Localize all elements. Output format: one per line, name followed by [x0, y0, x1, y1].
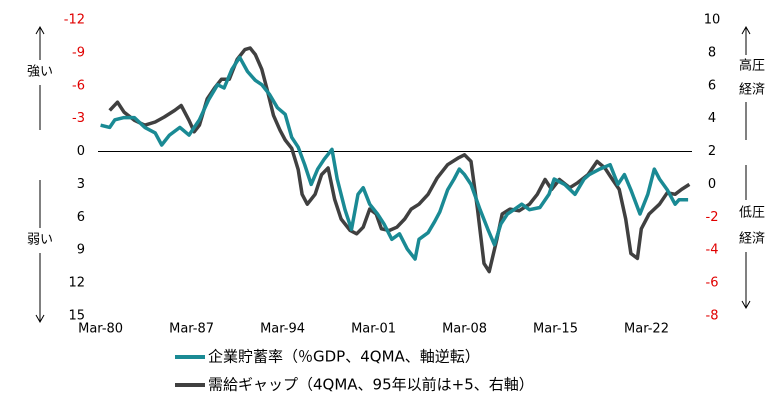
annotation: 高圧 — [739, 58, 765, 74]
y-tick-label: 6 — [77, 210, 85, 225]
y2-tick-label: -8 — [706, 309, 719, 324]
annotation: 経済 — [739, 82, 765, 98]
series-line — [108, 46, 691, 274]
y2-tick-label: 8 — [708, 45, 716, 60]
y-tick-label: 3 — [77, 177, 85, 192]
x-tick-label: Mar-87 — [169, 322, 214, 337]
x-tick-label: Mar-08 — [442, 322, 487, 337]
y-tick-label: 12 — [68, 276, 85, 291]
annotation: 経済 — [739, 231, 765, 247]
y-tick-label: -12 — [64, 13, 85, 28]
x-tick-label: Mar-01 — [351, 322, 396, 337]
legend-label: 企業貯蓄率（％GDP、4QMA、軸逆転） — [208, 348, 480, 366]
x-tick-label: Mar-80 — [78, 322, 123, 337]
y2-tick-label: -2 — [706, 210, 719, 225]
arrow-head — [35, 25, 45, 35]
y-tick-label: 9 — [77, 243, 85, 258]
arrow-head — [35, 314, 45, 324]
arrow-head — [741, 25, 751, 35]
legend-label: 需給ギャップ（4QMA、95年以前は+5、右軸） — [208, 376, 534, 394]
annotation-arrows — [35, 25, 751, 324]
y2-tick-label: 6 — [708, 78, 716, 93]
arrow-head — [741, 300, 751, 310]
y2-tick-label: 10 — [704, 13, 721, 28]
y2-tick-label: 4 — [708, 111, 716, 126]
annotation: 弱い — [27, 233, 53, 248]
x-tick-label: Mar-94 — [260, 322, 305, 337]
y-tick-label: -3 — [72, 111, 85, 126]
y2-tick-label: -4 — [706, 243, 719, 258]
y-tick-label: -6 — [72, 78, 85, 93]
series-line — [100, 55, 689, 261]
y-tick-label: 0 — [77, 144, 85, 159]
y2-tick-label: -6 — [706, 276, 719, 291]
annotation: 低圧 — [739, 206, 765, 221]
y2-tick-label: 2 — [708, 144, 716, 159]
x-tick-label: Mar-15 — [533, 322, 578, 337]
y-tick-label: 15 — [68, 309, 85, 324]
y2-tick-label: 0 — [708, 177, 716, 192]
x-tick-label: Mar-22 — [624, 322, 669, 337]
y-tick-label: -9 — [72, 45, 85, 60]
annotation: 強い — [27, 65, 53, 80]
